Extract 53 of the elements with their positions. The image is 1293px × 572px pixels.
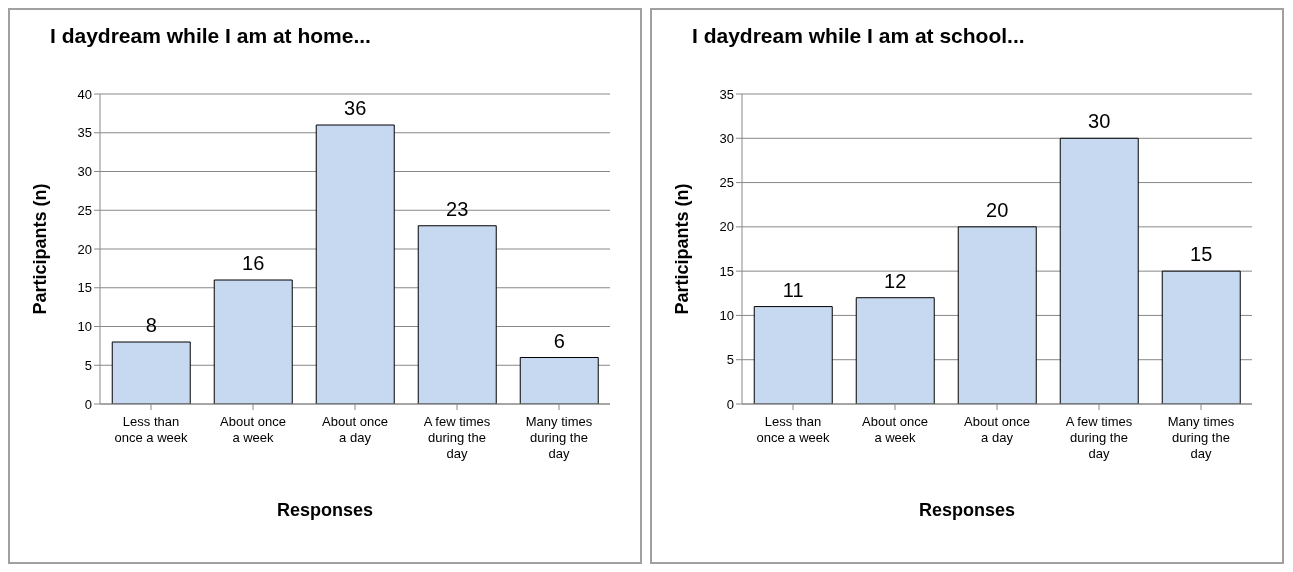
x-tick-label: About once a week xyxy=(220,414,286,445)
bar xyxy=(519,357,599,404)
bar xyxy=(1161,270,1241,404)
data-label: 12 xyxy=(884,269,907,292)
bar xyxy=(417,225,497,404)
y-tick-label: 35 xyxy=(719,86,734,102)
x-tick-label: About once a week xyxy=(862,414,928,445)
bar xyxy=(1059,137,1139,404)
y-tick-label: 20 xyxy=(77,241,92,257)
data-label: 36 xyxy=(344,97,367,119)
data-label: 6 xyxy=(553,329,565,352)
y-tick-label: 0 xyxy=(726,396,734,412)
x-tick-label: A few times during the day xyxy=(423,414,491,461)
data-label: 23 xyxy=(446,197,469,220)
data-label: 20 xyxy=(986,198,1009,221)
x-axis-title: Responses xyxy=(917,500,1016,521)
bar xyxy=(315,124,395,404)
y-tick-label: 15 xyxy=(77,280,92,296)
x-tick-label: About once a day xyxy=(964,414,1030,445)
data-label: 30 xyxy=(1088,110,1111,133)
data-label: 15 xyxy=(1190,243,1213,266)
y-tick-label: 35 xyxy=(77,125,92,141)
x-tick-label: Less than once a week xyxy=(756,414,830,445)
y-tick-label: 5 xyxy=(84,357,92,373)
x-axis-title: Responses xyxy=(275,500,374,521)
x-tick-label: A few times during the day xyxy=(1065,414,1133,461)
x-tick-label: Many times during the day xyxy=(525,414,593,461)
chart-title: I daydream while I am at school... xyxy=(692,24,1025,48)
bar xyxy=(213,279,293,404)
y-tick-label: 30 xyxy=(719,130,734,146)
bar xyxy=(753,306,833,404)
y-tick-label: 25 xyxy=(77,202,92,218)
y-tick-label: 10 xyxy=(77,319,92,335)
y-tick-label: 20 xyxy=(719,219,734,235)
data-label: 16 xyxy=(242,252,265,274)
x-tick-label: About once a day xyxy=(322,414,388,445)
data-label: 11 xyxy=(782,278,804,301)
bar xyxy=(111,341,191,404)
y-tick-label: 5 xyxy=(726,352,734,368)
x-tick-label: Many times during the day xyxy=(1167,414,1235,461)
bar xyxy=(855,297,935,404)
y-tick-label: 15 xyxy=(719,263,734,279)
chart-title: I daydream while I am at home... xyxy=(50,24,371,48)
y-axis-title: Participants (n) xyxy=(30,183,51,315)
y-axis-title: Participants (n) xyxy=(672,183,693,315)
y-tick-label: 10 xyxy=(719,308,734,324)
y-tick-label: 25 xyxy=(719,175,734,191)
data-label: 8 xyxy=(145,314,157,336)
y-tick-label: 30 xyxy=(77,164,92,180)
bar xyxy=(957,226,1037,404)
y-tick-label: 40 xyxy=(77,86,92,102)
y-tick-label: 0 xyxy=(84,396,92,412)
x-tick-label: Less than once a week xyxy=(114,414,188,445)
